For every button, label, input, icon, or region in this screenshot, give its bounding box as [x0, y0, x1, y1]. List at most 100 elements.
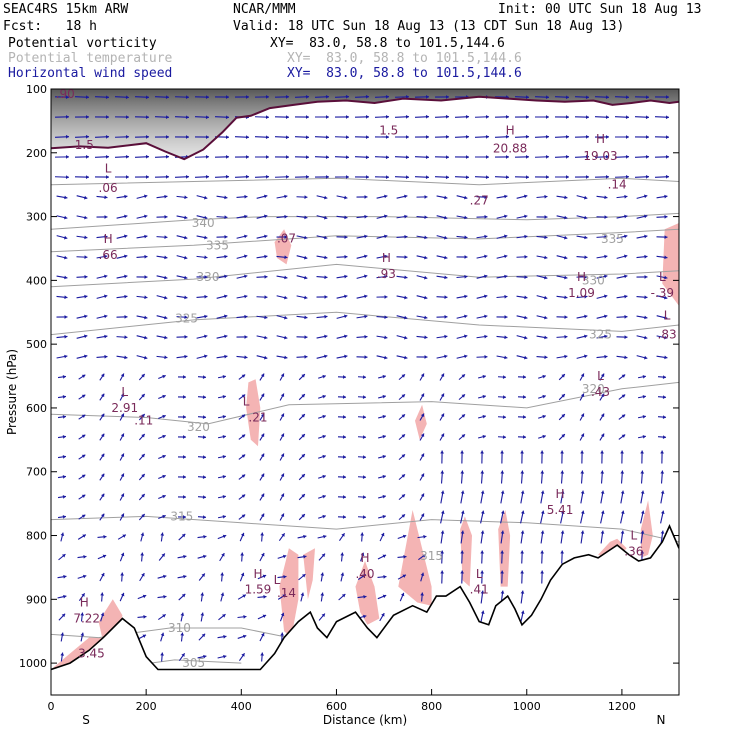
wind-arrow [74, 175, 90, 179]
wind-arrow [419, 373, 425, 381]
wind-arrow [156, 235, 168, 240]
wind-arrow [259, 393, 265, 401]
wind-arrow [140, 532, 145, 542]
y-tick-label: 600 [26, 402, 47, 415]
wind-arrow [600, 490, 605, 504]
wind-arrow [197, 534, 207, 539]
wind-arrow [594, 175, 610, 179]
wind-arrow [60, 532, 65, 542]
wind-arrow [656, 315, 668, 320]
wind-arrow [416, 355, 428, 359]
wind-arrow [436, 195, 448, 200]
wind-arrow [579, 413, 585, 421]
wind-arrow [78, 454, 86, 460]
pv-fill-region [662, 223, 679, 306]
wind-arrow [114, 115, 130, 119]
wind-arrow [574, 115, 590, 119]
wind-arrow [316, 354, 328, 359]
wind-arrow [298, 433, 306, 441]
wind-arrow [137, 614, 147, 619]
wind-arrow [138, 373, 146, 381]
wind-arrow [574, 135, 590, 139]
field-label-pv: Potential vorticity [8, 36, 157, 51]
wind-arrow [657, 375, 667, 379]
wind-arrow [614, 135, 630, 139]
wind-arrow [279, 413, 285, 421]
wind-arrow [534, 115, 550, 119]
wind-arrow [96, 314, 108, 319]
wind-arrow [156, 335, 168, 340]
wind-arrow [337, 515, 347, 519]
wind-arrow [396, 214, 408, 219]
wind-arrow [397, 534, 407, 540]
wind-arrow [576, 294, 588, 299]
wind-arrow [480, 570, 484, 584]
wind-arrow [520, 450, 524, 464]
wind-arrow [356, 314, 368, 319]
wind-arrow [616, 335, 628, 339]
wind-arrow [538, 394, 546, 399]
wind-arrow [616, 294, 628, 299]
wind-arrow [119, 592, 125, 602]
pv-label: H [104, 232, 113, 246]
wind-arrow [236, 234, 248, 239]
field-label-theta: Potential temperature [8, 51, 173, 66]
wind-arrow [57, 475, 67, 479]
wind-arrow [237, 594, 247, 600]
wind-arrow [119, 513, 125, 521]
pv-label: L [476, 567, 483, 581]
wind-arrow [276, 235, 288, 239]
wind-arrow [396, 295, 408, 300]
wind-arrow [178, 653, 186, 661]
wind-arrow [234, 155, 250, 159]
theta-label: 335 [601, 232, 624, 246]
wind-arrow [136, 275, 148, 279]
wind-arrow [156, 315, 168, 320]
wind-arrow [277, 594, 287, 600]
wind-arrow [154, 95, 170, 100]
wind-arrow [418, 553, 426, 561]
y-axis-label: Pressure (hPa) [5, 349, 19, 435]
wind-arrow [196, 294, 208, 299]
wind-arrow [334, 155, 350, 160]
wind-arrow [337, 435, 347, 439]
wind-arrow [460, 470, 465, 484]
wind-arrow [217, 394, 227, 399]
wind-arrow [357, 435, 367, 439]
wind-arrow [474, 155, 490, 159]
axes: 100 200 300 400 500 600 700 800 900 1000 0 200 400 60… [5, 83, 679, 727]
stratosphere-shading [51, 89, 679, 160]
wind-arrow [636, 335, 648, 340]
wind-arrow [194, 174, 210, 179]
field-xy-pv: XY= 83.0, 58.8 to 101.5,144.6 [270, 36, 505, 51]
wind-arrow [176, 275, 188, 280]
wind-arrow [197, 495, 207, 499]
wind-arrow [556, 255, 568, 260]
wind-arrow [276, 355, 288, 360]
theta-label: 325 [175, 312, 198, 326]
wind-arrow [636, 275, 648, 279]
wind-arrow [356, 334, 368, 339]
wind-arrow [138, 433, 146, 441]
wind-arrow [176, 295, 188, 300]
wind-arrow [137, 594, 147, 600]
wind-arrow [580, 510, 585, 524]
wind-arrow [480, 450, 484, 464]
wind-arrow [214, 155, 230, 159]
wind-arrow [279, 612, 285, 622]
wind-arrow [196, 354, 208, 359]
wind-arrow [318, 414, 326, 419]
wind-arrow [236, 254, 248, 259]
wind-arrow [259, 433, 265, 441]
wind-arrow [599, 433, 605, 441]
wind-arrow [119, 453, 125, 461]
wind-arrow [520, 570, 524, 584]
wind-arrow [54, 155, 70, 159]
wind-arrow [216, 314, 228, 319]
wind-arrow [96, 274, 108, 279]
wind-arrow [178, 593, 186, 601]
wind-arrow [177, 395, 187, 399]
wind-arrow [314, 115, 330, 119]
wind-arrow [57, 574, 67, 579]
